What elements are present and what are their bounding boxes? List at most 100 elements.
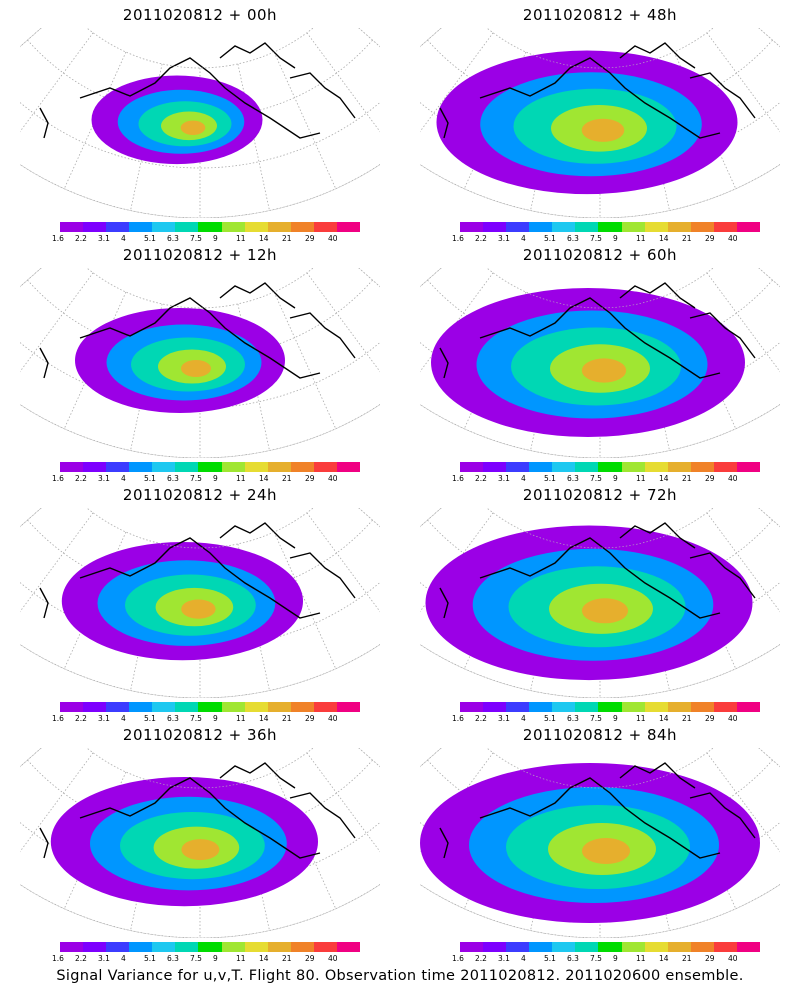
colorbar-segment xyxy=(83,942,107,952)
meridian-gridline xyxy=(273,51,337,189)
polar-map xyxy=(20,508,380,698)
colorbar-tick-label: 21 xyxy=(282,234,292,243)
meridian-gridline xyxy=(306,32,380,133)
colorbar-tick-label: 21 xyxy=(682,474,692,483)
colorbar-tick-label: 6.3 xyxy=(167,954,179,963)
colorbar-tick-label: 21 xyxy=(682,234,692,243)
colorbar-segment xyxy=(267,462,291,472)
colorbar-tick-label: 1.6 xyxy=(452,954,464,963)
colorbar-segment xyxy=(460,462,484,472)
colorbar-tick-label: 4 xyxy=(121,234,126,243)
colorbar-tick-label: 1.6 xyxy=(52,714,64,723)
colorbar-tick-label: 11 xyxy=(236,714,246,723)
colorbar-tick-label: 5.1 xyxy=(144,714,156,723)
colorbar-tick-label: 29 xyxy=(305,234,315,243)
colorbar-segment xyxy=(644,942,668,952)
polar-map xyxy=(20,268,380,458)
meridian-gridline xyxy=(358,28,380,48)
colorbar-segment xyxy=(460,942,484,952)
latitude-gridline xyxy=(20,101,380,169)
panel-title: 2011020812 + 60h xyxy=(522,246,678,264)
colorbar-segment xyxy=(152,222,176,232)
polar-map xyxy=(420,28,780,218)
colorbar-segment xyxy=(506,462,530,472)
colorbar-tick-label: 4 xyxy=(121,954,126,963)
colorbar-tick-label: 9 xyxy=(613,714,618,723)
map-panel: 2011020812 + 72h 1.6 2.2 3.1 4 5.1 6.3 7.5 9 11 14… xyxy=(400,480,800,723)
colorbar xyxy=(460,942,761,952)
colorbar-tick-label: 1.6 xyxy=(52,234,64,243)
colorbar-segment xyxy=(552,942,576,952)
polar-map xyxy=(20,28,380,218)
variance-contour-region xyxy=(581,118,625,142)
meridian-gridline xyxy=(306,752,380,853)
colorbar-segment xyxy=(152,702,176,712)
panel-title: 2011020812 + 72h xyxy=(522,486,678,504)
colorbar-segment xyxy=(621,462,645,472)
colorbar-segment xyxy=(552,222,576,232)
colorbar-segment xyxy=(221,942,245,952)
colorbar-labels: 1.6 2.2 3.1 4 5.1 6.3 7.5 9 11 14 21 29 40 xyxy=(452,954,762,964)
colorbar-segment xyxy=(667,702,691,712)
colorbar-segment xyxy=(529,222,553,232)
colorbar-tick-label: 5.1 xyxy=(144,234,156,243)
colorbar-segment xyxy=(736,222,761,232)
colorbar-segment xyxy=(483,462,507,472)
colorbar-segment xyxy=(621,702,645,712)
latitude-gridline xyxy=(27,759,373,839)
colorbar-tick-label: 7.5 xyxy=(190,714,202,723)
colorbar-tick-label: 21 xyxy=(282,954,292,963)
colorbar-tick-label: 5.1 xyxy=(544,234,556,243)
colorbar-tick-label: 9 xyxy=(613,954,618,963)
colorbar-segment xyxy=(83,702,107,712)
meridian-gridline xyxy=(706,512,780,613)
colorbar-tick-label: 29 xyxy=(705,954,715,963)
meridian-gridline xyxy=(20,268,42,288)
colorbar-tick-label: 4 xyxy=(521,474,526,483)
colorbar-segment xyxy=(152,942,176,952)
colorbar-tick-label: 7.5 xyxy=(590,234,602,243)
panel-title: 2011020812 + 00h xyxy=(122,6,278,24)
map-panel: 2011020812 + 00h 1.6 2.2 3.1 4 5.1 6.3 7.5 9 11 14… xyxy=(0,0,400,243)
colorbar-labels: 1.6 2.2 3.1 4 5.1 6.3 7.5 9 11 14 21 29 40 xyxy=(52,234,362,244)
colorbar-tick-label: 11 xyxy=(636,954,646,963)
colorbar-segment xyxy=(667,942,691,952)
colorbar-segment xyxy=(598,462,622,472)
colorbar-segment xyxy=(175,222,199,232)
colorbar-tick-label: 9 xyxy=(213,474,218,483)
colorbar-segment xyxy=(244,942,268,952)
colorbar-segment xyxy=(575,462,599,472)
latitude-gridline xyxy=(27,39,373,119)
colorbar-labels: 1.6 2.2 3.1 4 5.1 6.3 7.5 9 11 14 21 29 40 xyxy=(452,714,762,724)
colorbar-segment xyxy=(644,222,668,232)
colorbar-tick-label: 29 xyxy=(305,954,315,963)
colorbar-tick-label: 7.5 xyxy=(590,474,602,483)
colorbar-tick-label: 1.6 xyxy=(452,234,464,243)
colorbar-tick-label: 6.3 xyxy=(567,474,579,483)
colorbar-segment xyxy=(267,702,291,712)
colorbar-segment xyxy=(336,702,361,712)
colorbar-segment xyxy=(644,462,668,472)
colorbar-segment xyxy=(667,222,691,232)
colorbar-labels: 1.6 2.2 3.1 4 5.1 6.3 7.5 9 11 14 21 29 40 xyxy=(52,714,362,724)
colorbar-segment xyxy=(244,462,268,472)
colorbar-segment xyxy=(290,942,314,952)
colorbar-tick-label: 2.2 xyxy=(75,234,87,243)
colorbar-segment xyxy=(221,222,245,232)
colorbar-segment xyxy=(198,942,222,952)
colorbar-segment xyxy=(129,462,153,472)
colorbar-tick-label: 6.3 xyxy=(167,474,179,483)
colorbar-tick-label: 9 xyxy=(613,474,618,483)
colorbar-tick-label: 4 xyxy=(521,234,526,243)
colorbar-tick-label: 5.1 xyxy=(544,714,556,723)
colorbar-segment xyxy=(598,222,622,232)
colorbar-segment xyxy=(736,942,761,952)
colorbar-segment xyxy=(713,942,737,952)
meridian-gridline xyxy=(420,512,494,613)
polar-map xyxy=(420,508,780,698)
colorbar-segment xyxy=(483,222,507,232)
colorbar-segment xyxy=(690,462,714,472)
meridian-gridline xyxy=(20,512,94,613)
colorbar-tick-label: 2.2 xyxy=(475,954,487,963)
colorbar xyxy=(60,222,361,232)
